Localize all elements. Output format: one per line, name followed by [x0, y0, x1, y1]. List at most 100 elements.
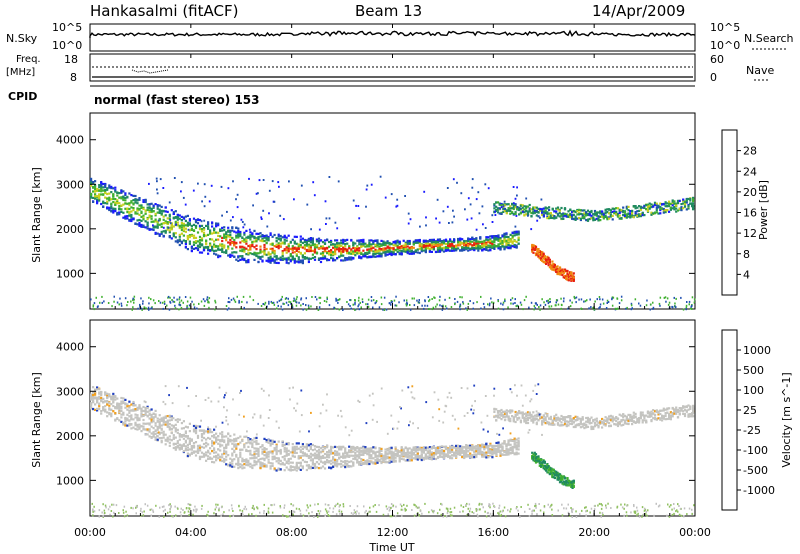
range-cell	[273, 449, 276, 452]
range-cell	[142, 200, 145, 203]
range-cell	[606, 302, 608, 304]
range-cell	[563, 268, 567, 271]
range-cell	[337, 298, 340, 301]
range-cell	[588, 211, 591, 214]
range-cell	[128, 411, 131, 414]
range-cell	[346, 248, 349, 251]
range-cell	[483, 241, 486, 244]
range-cell	[194, 432, 198, 435]
range-cell	[631, 307, 633, 310]
range-cell	[213, 448, 216, 452]
range-cell	[269, 247, 272, 250]
range-cell	[283, 241, 286, 244]
range-cell	[188, 448, 191, 451]
range-cell	[257, 447, 260, 450]
range-cell	[627, 212, 630, 215]
range-cell	[409, 308, 412, 311]
range-cell	[562, 215, 565, 218]
range-cell	[295, 298, 298, 301]
range-cell	[232, 216, 234, 219]
range-cell	[241, 240, 244, 243]
range-cell	[142, 218, 145, 221]
range-cell	[205, 451, 208, 454]
range-cell	[156, 420, 159, 423]
range-cell	[162, 430, 165, 433]
range-cell	[277, 304, 279, 307]
range-cell	[182, 301, 184, 304]
range-cell	[248, 228, 251, 231]
range-cell	[259, 446, 262, 449]
range-cell	[540, 253, 543, 256]
range-cell	[542, 260, 545, 264]
range-cell	[481, 242, 484, 245]
range-cell	[273, 249, 276, 252]
range-cell	[296, 296, 298, 299]
range-cell	[144, 198, 147, 202]
range-cell	[317, 467, 321, 470]
range-cell	[96, 399, 99, 402]
range-cell	[410, 250, 413, 253]
range-cell	[271, 462, 274, 465]
range-cell	[609, 209, 612, 212]
range-cell	[459, 308, 461, 311]
range-cell	[100, 393, 103, 397]
range-cell	[280, 298, 283, 301]
range-cell	[190, 227, 193, 230]
range-cell	[657, 212, 660, 215]
range-cell	[223, 244, 226, 247]
range-cell	[239, 448, 242, 451]
range-cell	[231, 247, 234, 250]
range-cell	[192, 243, 196, 246]
range-cell	[338, 255, 341, 258]
range-cell	[299, 259, 302, 262]
range-cell	[269, 451, 272, 454]
range-cell	[122, 423, 125, 426]
range-cell	[352, 257, 355, 260]
range-cell	[430, 238, 433, 241]
nsky-trace	[89, 29, 696, 38]
range-cell	[380, 296, 383, 299]
range-cell	[648, 207, 651, 210]
range-cell	[112, 207, 115, 210]
range-cell	[438, 250, 442, 253]
range-cell	[305, 454, 308, 458]
range-cell	[172, 446, 175, 450]
range-cell	[251, 464, 254, 467]
range-cell	[200, 220, 203, 223]
range-cell	[512, 207, 515, 211]
range-cell	[671, 200, 674, 203]
range-cell	[293, 257, 296, 260]
range-cell	[517, 242, 520, 245]
range-cell	[261, 462, 264, 465]
range-cell	[303, 452, 306, 455]
range-cell	[350, 257, 353, 260]
range-cell	[536, 303, 538, 306]
range-cell	[268, 300, 270, 303]
range-cell	[188, 442, 191, 445]
range-cell	[318, 228, 321, 231]
range-cell	[501, 235, 504, 238]
range-cell	[188, 235, 191, 238]
range-cell	[483, 306, 486, 309]
range-cell	[281, 241, 284, 244]
range-cell	[96, 396, 99, 399]
range-cell	[315, 457, 319, 460]
range-cell	[319, 257, 323, 260]
range-cell	[477, 191, 480, 194]
range-cell	[299, 243, 302, 246]
range-cell	[144, 413, 147, 416]
range-cell	[150, 425, 153, 428]
range-cell	[504, 300, 506, 303]
range-cell	[285, 246, 288, 249]
range-cell	[289, 469, 292, 472]
range-cell	[202, 455, 206, 458]
range-cell	[691, 307, 693, 310]
range-cell	[275, 469, 278, 472]
range-cell	[489, 246, 492, 249]
range-cell	[442, 240, 446, 243]
range-cell	[384, 196, 387, 199]
range-cell	[693, 298, 696, 301]
range-cell	[558, 209, 561, 212]
range-cell	[233, 241, 236, 244]
range-cell	[221, 435, 224, 438]
